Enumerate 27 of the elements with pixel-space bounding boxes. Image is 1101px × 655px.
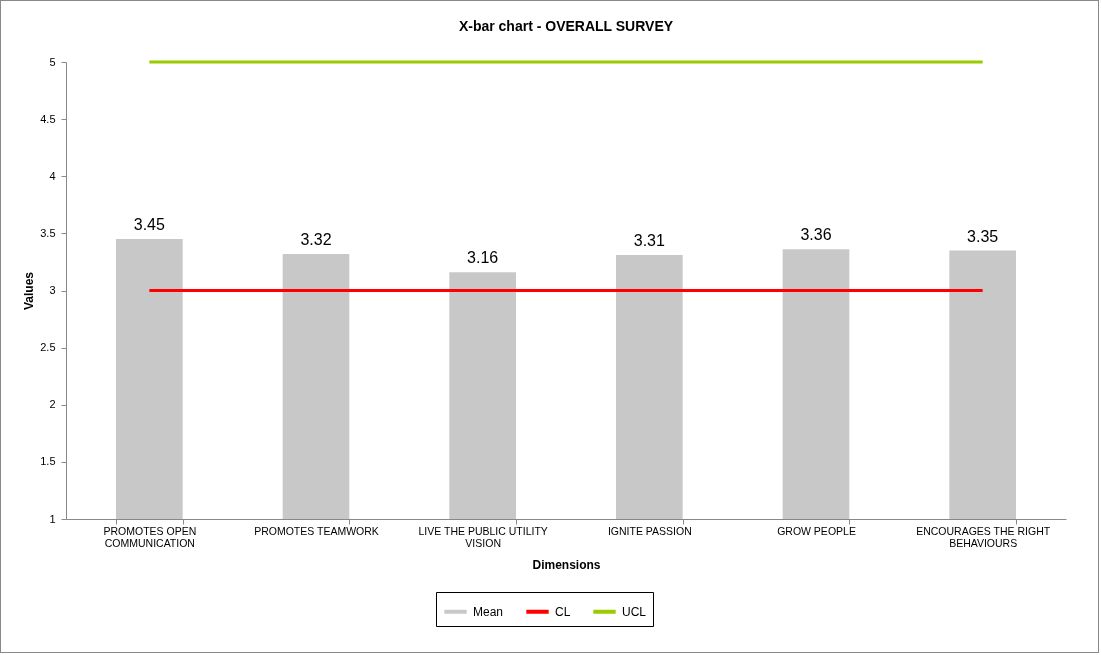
x-tick-label: PROMOTES OPEN COMMUNICATION [103,524,197,549]
y-tick-label: 1.5 [40,455,56,468]
x-tick-label: GROW PEOPLE [777,524,856,537]
data-label: 3.35 [967,227,999,245]
data-label: 3.16 [467,249,499,267]
y-tick-label: 4 [49,169,56,182]
y-axis-title: Values [22,271,37,311]
legend-label: Mean [473,604,504,619]
y-tick-label: 3 [49,284,56,296]
data-label: 3.45 [133,216,166,234]
y-tick-label: 3.5 [40,226,56,239]
data-label: 3.31 [633,232,666,250]
data-label: 3.36 [800,226,832,244]
chart-title: X-bar chart - OVERALL SURVEY [458,18,674,34]
x-tick-label: PROMOTES TEAMWORK [254,524,379,537]
x-tick-label: ENCOURAGES THE RIGHT BEHAVIOURS [916,524,1051,549]
y-tick-label: 1 [49,512,56,525]
x-axis-title: Dimensions [532,557,601,572]
y-tick-label: 2.5 [40,341,56,354]
x-tick-label: LIVE THE PUBLIC UTILITY VISION [418,524,548,549]
y-tick-label: 2 [49,398,56,411]
data-label: 3.32 [300,230,332,248]
y-tick-label: 4.5 [40,112,56,125]
y-tick-label: 5 [49,55,56,68]
legend-label: CL [555,604,571,619]
legend-label: UCL [622,604,647,619]
x-tick-label: IGNITE PASSION [607,524,692,537]
